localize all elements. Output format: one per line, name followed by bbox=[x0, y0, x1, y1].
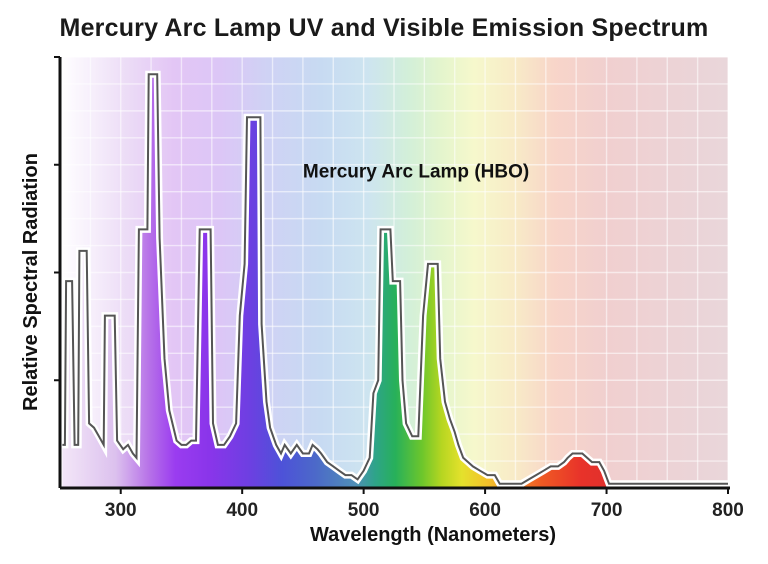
y-axis-ticks bbox=[54, 56, 60, 382]
x-tick-label: 600 bbox=[469, 500, 501, 521]
series-annotation: Mercury Arc Lamp (HBO) bbox=[303, 162, 529, 183]
x-tick-label: 700 bbox=[591, 500, 623, 521]
spectrum-line bbox=[62, 73, 728, 485]
y-axis-label: Relative Spectral Radiation bbox=[20, 153, 42, 411]
x-axis-label: Wavelength (Nanometers) bbox=[310, 524, 556, 546]
x-tick-label: 800 bbox=[712, 500, 744, 521]
chart-title: Mercury Arc Lamp UV and Visible Emission… bbox=[59, 14, 709, 42]
x-tick-label: 500 bbox=[348, 500, 380, 521]
x-tick-label: 400 bbox=[226, 500, 258, 521]
x-axis-ticks: 300 400 500 600 700 800 bbox=[105, 488, 744, 521]
x-tick-label: 300 bbox=[105, 500, 137, 521]
